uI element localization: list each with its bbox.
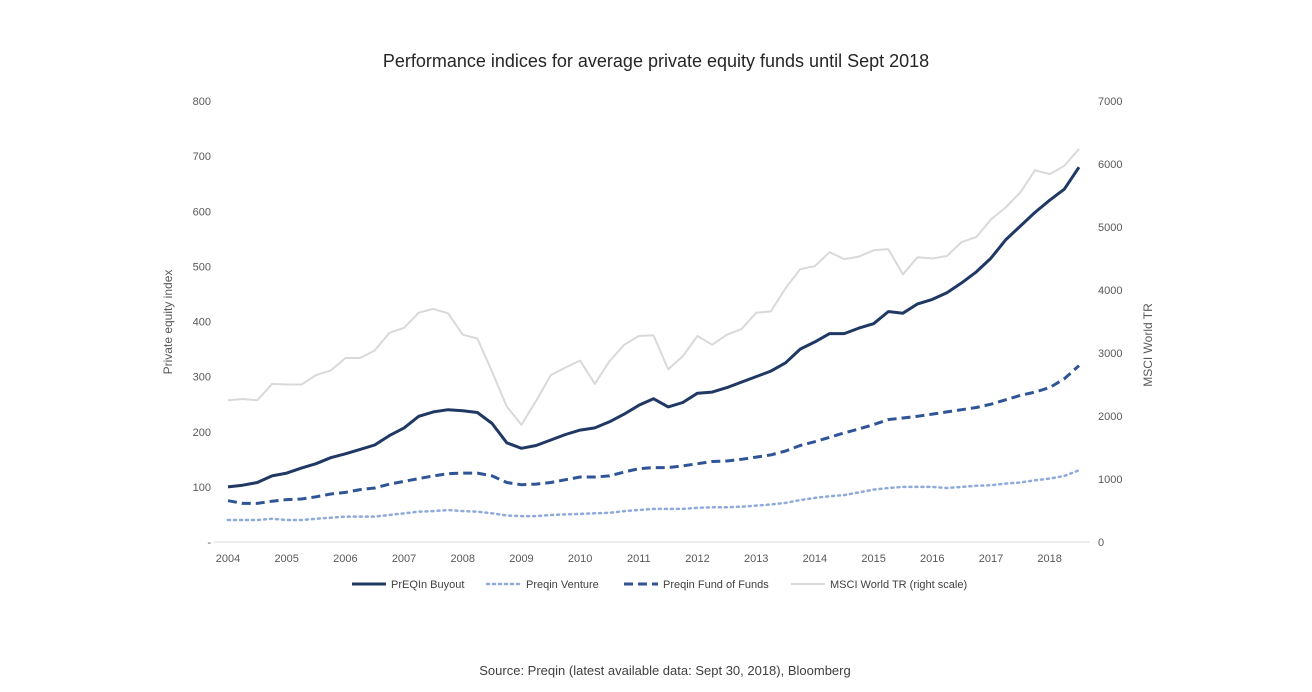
legend: PrEQIn Buyout Preqin Venture Preqin Fund o…: [352, 579, 967, 591]
x-tick-label: 2015: [861, 553, 885, 565]
x-tick-label: 2008: [451, 553, 475, 565]
series-line-preqin-venture: [226, 469, 1081, 522]
y2-axis-ticks: 0 1000 2000 3000 4000 5000 6000 7000: [1098, 96, 1122, 549]
legend-label: MSCI World TR (right scale): [830, 579, 967, 591]
x-tick-label: 2006: [333, 553, 357, 565]
y-axis-title: Private equity index: [161, 270, 175, 375]
x-tick-label: 2014: [803, 553, 827, 565]
y2-tick-label: 1000: [1098, 474, 1122, 486]
y2-tick-label: 6000: [1098, 159, 1122, 171]
y-tick-label: 800: [193, 96, 211, 108]
y-tick-label: 600: [193, 206, 211, 218]
x-axis-ticks: 2004 2005 2006 2007 2008 2009 2010 2011 2012 2013…: [216, 553, 1062, 565]
series-line-preqin-buyout: [227, 166, 1081, 489]
y2-tick-label: 5000: [1098, 222, 1122, 234]
legend-label: PrEQIn Buyout: [391, 579, 464, 591]
legend-label: Preqin Venture: [526, 579, 599, 591]
series-line-preqin-fund-of-funds: [227, 364, 1081, 505]
y-tick-label: -: [207, 537, 211, 549]
x-tick-label: 2016: [920, 553, 944, 565]
legend-label: Preqin Fund of Funds: [663, 579, 769, 591]
y-tick-label: 300: [193, 372, 211, 384]
x-tick-label: 2017: [979, 553, 1003, 565]
x-tick-label: 2007: [392, 553, 416, 565]
x-tick-label: 2018: [1037, 553, 1061, 565]
x-tick-label: 2012: [685, 553, 709, 565]
y2-tick-label: 7000: [1098, 96, 1122, 108]
x-tick-label: 2010: [568, 553, 592, 565]
x-tick-label: 2013: [744, 553, 768, 565]
y2-tick-label: 4000: [1098, 285, 1122, 297]
chart-title: Performance indices for average private …: [383, 51, 929, 71]
x-tick-label: 2011: [627, 553, 651, 565]
x-tick-label: 2004: [216, 553, 240, 565]
series-lines: [226, 148, 1081, 522]
source-note: Source: Preqin (latest available data: S…: [479, 663, 850, 678]
x-tick-label: 2005: [274, 553, 298, 565]
y2-axis-title: MSCI World TR: [1141, 303, 1155, 387]
y-tick-label: 700: [193, 151, 211, 163]
y-axis-ticks: - 100 200 300 400 500 600 700 800: [193, 96, 212, 549]
y-tick-label: 400: [193, 317, 211, 329]
series-line-msci-world-tr-right-scale: [227, 148, 1080, 426]
y2-tick-label: 3000: [1098, 348, 1122, 360]
y-tick-label: 100: [193, 482, 211, 494]
x-tick-label: 2009: [509, 553, 533, 565]
y2-tick-label: 2000: [1098, 411, 1122, 423]
y-tick-label: 200: [193, 427, 211, 439]
y2-tick-label: 0: [1098, 537, 1104, 549]
y-tick-label: 500: [193, 261, 211, 273]
